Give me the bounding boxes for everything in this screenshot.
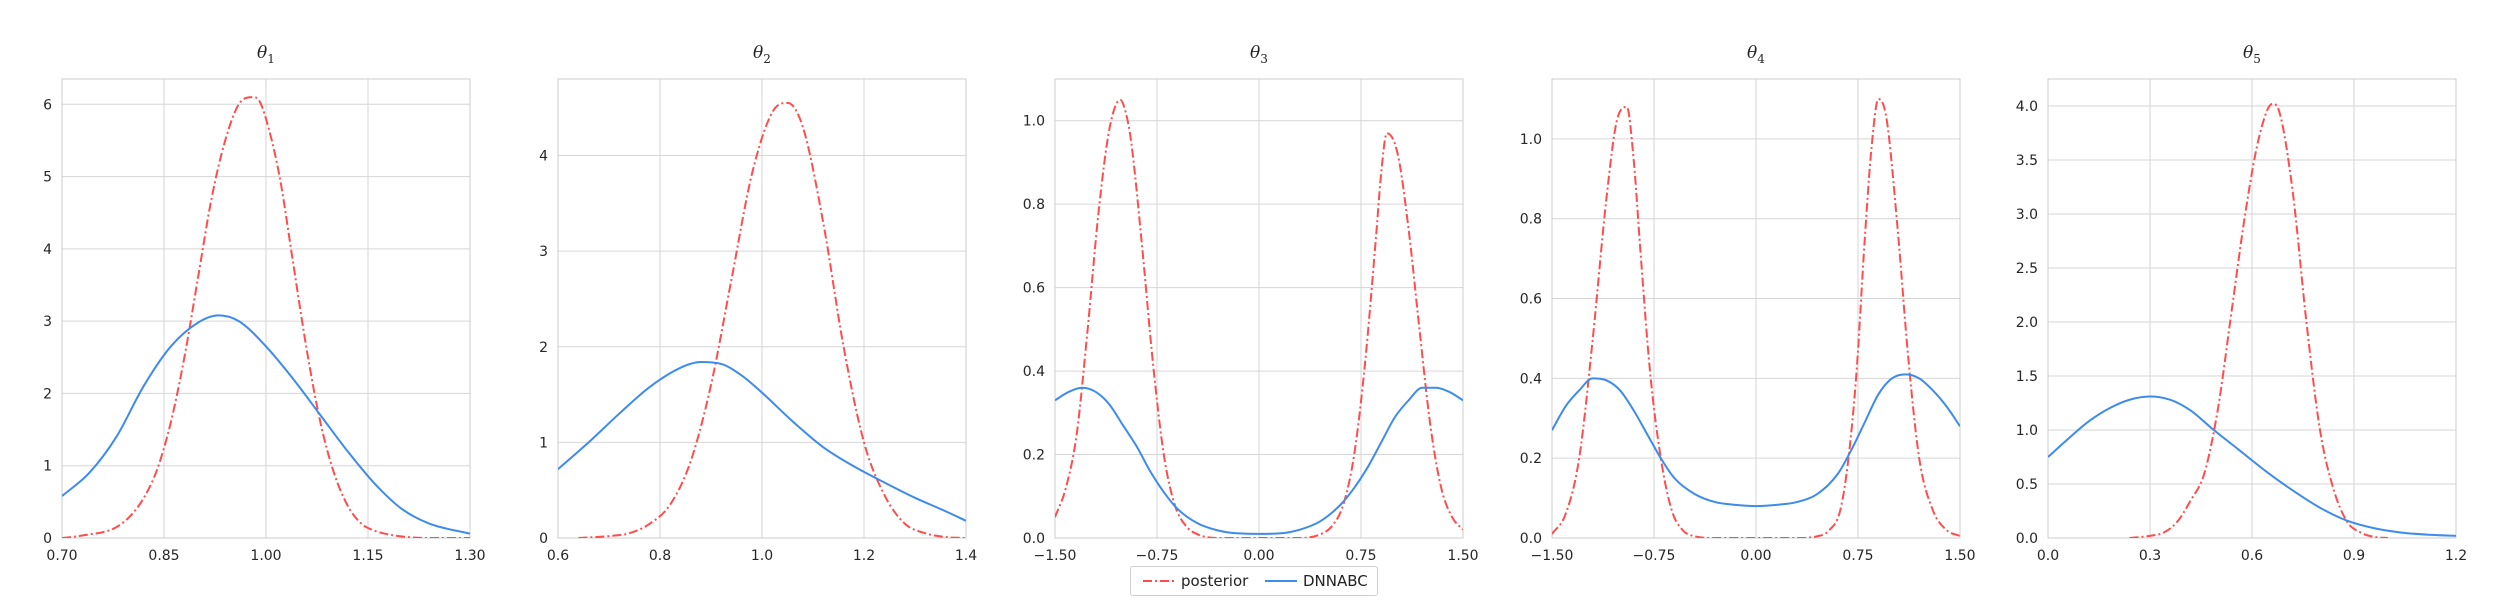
- y-tick-label: 2: [539, 340, 548, 356]
- x-tick-label: 1.4: [955, 548, 977, 564]
- series-line-dnnabc: [1552, 373, 1960, 508]
- y-tick-label: 0.4: [1023, 364, 1045, 380]
- y-tick-label: 1.0: [1520, 132, 1542, 148]
- x-tick-label: 1.15: [352, 548, 383, 564]
- y-tick-label: 2: [43, 386, 52, 402]
- series-line-dnnabc: [2048, 395, 2456, 537]
- panel-title: θ2: [753, 43, 771, 66]
- x-tick-label: 0.9: [2343, 548, 2365, 564]
- legend-swatch-posterior: [1143, 580, 1175, 582]
- x-tick-label: 1.00: [250, 548, 281, 564]
- x-tick-label: −1.50: [1034, 548, 1077, 564]
- series-line-dnnabc: [1055, 386, 1463, 535]
- x-tick-label: 1.2: [853, 548, 875, 564]
- y-tick-label: 1.0: [1023, 114, 1045, 130]
- panel-title: θ3: [1250, 43, 1268, 66]
- panel-5: 0.0 0.3 0.6 0.9 1.2 0.0 0.5 1.0 1.5 2.0 2.5 3.0 3.5 4…: [2016, 43, 2467, 564]
- x-tick-label: −0.75: [1633, 548, 1676, 564]
- x-tick-label: 1.50: [1447, 548, 1478, 564]
- x-tick-label: 1.50: [1944, 548, 1975, 564]
- y-tick-label: 4: [539, 149, 548, 165]
- y-tick-label: 0.2: [1023, 448, 1045, 464]
- y-tick-label: 0.8: [1023, 197, 1045, 213]
- y-tick-label: 0.4: [1520, 371, 1542, 387]
- legend: posterior DNNABC: [1130, 566, 1378, 596]
- panel-title: θ4: [1747, 43, 1765, 66]
- y-tick-label: 1.0: [2016, 423, 2038, 439]
- y-tick-label: 4.0: [2016, 99, 2038, 115]
- x-tick-label: 0.75: [1345, 548, 1376, 564]
- y-tick-label: 0.5: [2016, 477, 2038, 493]
- y-tick-label: 3: [539, 244, 548, 260]
- y-tick-label: 5: [43, 170, 52, 186]
- axes-frame: [2047, 78, 2457, 539]
- x-tick-label: 0.00: [1243, 548, 1274, 564]
- legend-label-dnnabc: DNNABC: [1303, 572, 1368, 590]
- x-tick-label: 0.75: [1842, 548, 1873, 564]
- axes-frame: [1551, 78, 1961, 539]
- series-line-posterior: [2129, 102, 2389, 538]
- y-tick-label: 6: [43, 97, 52, 113]
- y-tick-label: 3.0: [2016, 207, 2038, 223]
- x-tick-label: 0.8: [649, 548, 671, 564]
- axes-frame: [61, 78, 471, 539]
- series-line-dnnabc: [558, 361, 966, 522]
- panel-1: 0.70 0.85 1.00 1.15 1.30 0 1 2 3 4 5 6 θ1: [43, 43, 486, 564]
- x-tick-label: 0.3: [2139, 548, 2161, 564]
- x-tick-label: 0.00: [1740, 548, 1771, 564]
- panel-title: θ1: [257, 43, 275, 66]
- series-line-posterior: [1055, 98, 1463, 538]
- y-tick-label: 4: [43, 242, 52, 258]
- x-tick-label: 0.6: [2241, 548, 2263, 564]
- y-tick-label: 0.0: [1520, 531, 1542, 547]
- y-tick-label: 0.6: [1520, 292, 1542, 308]
- panel-4: −1.50 −0.75 0.00 0.75 1.50 0.0 0.2 0.4 0.6 0.8 1.0…: [1520, 43, 1976, 564]
- panel-3: −1.50 −0.75 0.00 0.75 1.50 0.0 0.2 0.4 0.6 0.8 1.0…: [1023, 43, 1479, 564]
- panel-title: θ5: [2243, 43, 2261, 66]
- series-line-posterior: [62, 96, 470, 538]
- y-tick-label: 1.5: [2016, 369, 2038, 385]
- y-tick-label: 0: [43, 531, 52, 547]
- x-tick-label: 0.70: [46, 548, 77, 564]
- panel-2: 0.6 0.8 1.0 1.2 1.4 0 1 2 3 4 θ2: [539, 43, 977, 564]
- series-line-posterior: [578, 101, 966, 538]
- y-tick-label: 2.5: [2016, 261, 2038, 277]
- legend-label-posterior: posterior: [1181, 572, 1249, 590]
- y-tick-label: 1: [43, 459, 52, 475]
- x-tick-label: 0.6: [547, 548, 569, 564]
- y-tick-label: 0.8: [1520, 212, 1542, 228]
- y-tick-label: 1: [539, 435, 548, 451]
- y-tick-label: 3.5: [2016, 153, 2038, 169]
- x-tick-label: 1.30: [454, 548, 485, 564]
- x-tick-label: 1.0: [751, 548, 773, 564]
- x-tick-label: −0.75: [1136, 548, 1179, 564]
- x-tick-label: −1.50: [1531, 548, 1574, 564]
- y-tick-label: 2.0: [2016, 315, 2038, 331]
- y-tick-label: 0.2: [1520, 451, 1542, 467]
- x-tick-label: 0.85: [148, 548, 179, 564]
- series-line-dnnabc: [62, 314, 470, 535]
- x-tick-label: 0.0: [2037, 548, 2059, 564]
- series-line-posterior: [1552, 97, 1960, 538]
- y-tick-label: 0.0: [2016, 531, 2038, 547]
- x-tick-label: 1.2: [2445, 548, 2467, 564]
- axes-frame: [557, 78, 967, 539]
- legend-swatch-dnnabc: [1265, 580, 1297, 582]
- y-tick-label: 0.0: [1023, 531, 1045, 547]
- y-tick-label: 0.6: [1023, 281, 1045, 297]
- y-tick-label: 3: [43, 314, 52, 330]
- y-tick-label: 0: [539, 531, 548, 547]
